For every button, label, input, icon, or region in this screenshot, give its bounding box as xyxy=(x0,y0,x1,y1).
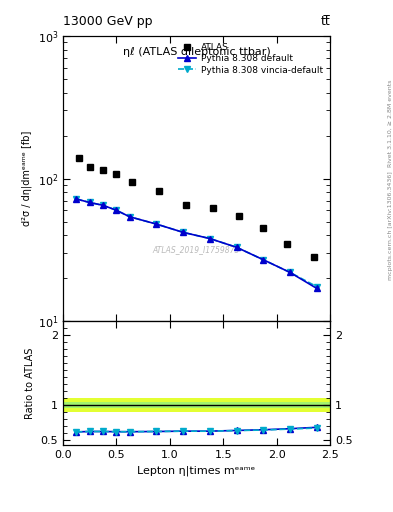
Pythia 8.308 default xyxy=(101,202,105,208)
Line: Pythia 8.308 default: Pythia 8.308 default xyxy=(73,196,320,291)
Pythia 8.308 default xyxy=(87,199,92,205)
ATLAS xyxy=(157,188,162,194)
Pythia 8.308 vincia-default xyxy=(114,207,119,214)
Bar xyxy=(63,398,330,412)
Y-axis label: Ratio to ATLAS: Ratio to ATLAS xyxy=(25,348,35,419)
Pythia 8.308 vincia-default xyxy=(154,221,159,227)
ATLAS xyxy=(87,164,92,170)
Pythia 8.308 default xyxy=(261,257,266,263)
Line: Pythia 8.308 vincia-default: Pythia 8.308 vincia-default xyxy=(73,196,320,289)
ATLAS xyxy=(184,202,188,208)
ATLAS xyxy=(77,155,81,161)
ATLAS xyxy=(130,179,135,185)
Pythia 8.308 vincia-default xyxy=(288,269,292,275)
ATLAS xyxy=(312,254,316,261)
Pythia 8.308 default xyxy=(208,236,212,242)
Pythia 8.308 default xyxy=(114,207,119,214)
Line: ATLAS: ATLAS xyxy=(75,154,318,261)
Pythia 8.308 default xyxy=(154,221,159,227)
Pythia 8.308 default xyxy=(74,196,79,202)
Pythia 8.308 vincia-default xyxy=(74,196,79,202)
Bar xyxy=(63,401,330,409)
Pythia 8.308 vincia-default xyxy=(87,199,92,205)
Pythia 8.308 default xyxy=(127,214,132,220)
Pythia 8.308 default xyxy=(181,229,185,236)
Text: 13000 GeV pp: 13000 GeV pp xyxy=(63,15,152,28)
Y-axis label: d²σ / dη|dmᵉᵃᵐᵉ [fb]: d²σ / dη|dmᵉᵃᵐᵉ [fb] xyxy=(22,131,32,226)
ATLAS xyxy=(210,205,215,211)
Pythia 8.308 default xyxy=(314,285,319,291)
Legend: ATLAS, Pythia 8.308 default, Pythia 8.308 vincia-default: ATLAS, Pythia 8.308 default, Pythia 8.30… xyxy=(176,40,326,77)
ATLAS xyxy=(101,167,105,173)
Pythia 8.308 vincia-default xyxy=(261,257,266,263)
Text: ATLAS_2019_I1759875: ATLAS_2019_I1759875 xyxy=(153,245,240,254)
Pythia 8.308 vincia-default xyxy=(181,229,185,236)
Pythia 8.308 vincia-default xyxy=(101,202,105,208)
Pythia 8.308 vincia-default xyxy=(127,214,132,220)
Pythia 8.308 default xyxy=(234,244,239,250)
Text: mcplots.cern.ch [arXiv:1306.3436]: mcplots.cern.ch [arXiv:1306.3436] xyxy=(388,171,393,280)
X-axis label: Lepton η|times mᵉᵃᵐᵉ: Lepton η|times mᵉᵃᵐᵉ xyxy=(138,466,255,476)
ATLAS xyxy=(114,172,119,178)
Pythia 8.308 vincia-default xyxy=(234,244,239,250)
Pythia 8.308 vincia-default xyxy=(208,236,212,242)
Pythia 8.308 default xyxy=(288,269,292,275)
Text: ηℓ (ATLAS dileptonic ttbar): ηℓ (ATLAS dileptonic ttbar) xyxy=(123,47,270,57)
Text: tt̅: tt̅ xyxy=(320,15,330,28)
Text: Rivet 3.1.10, ≥ 2.8M events: Rivet 3.1.10, ≥ 2.8M events xyxy=(388,79,393,166)
ATLAS xyxy=(261,225,266,231)
ATLAS xyxy=(237,212,242,219)
ATLAS xyxy=(285,241,290,247)
Pythia 8.308 vincia-default xyxy=(314,284,319,290)
